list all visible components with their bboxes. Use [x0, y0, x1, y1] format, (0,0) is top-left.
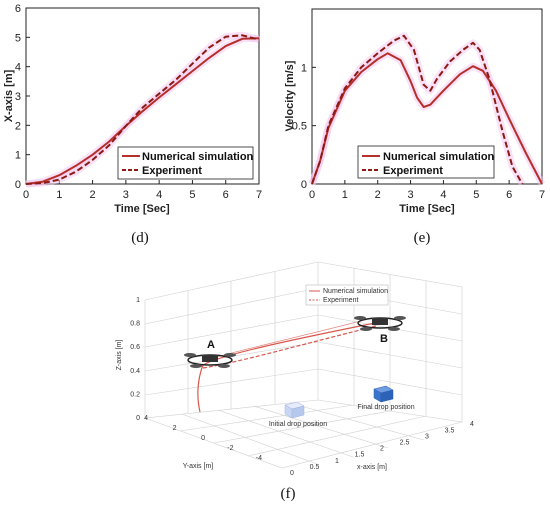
panel-f-ytick-label: -2: [227, 445, 233, 452]
panel-e-xtick-label: 7: [539, 189, 545, 201]
panel-e-xtick-label: 4: [440, 189, 446, 201]
panel-f-xtick-label: 4: [470, 421, 474, 428]
panel-d-xtick-label: 1: [56, 189, 62, 201]
panel-f-legend: Numerical simulation Experiment: [305, 284, 389, 306]
panel-d-xtick-label: 2: [90, 189, 96, 201]
panel-d-series-experiment: [25, 34, 260, 185]
panel-d-xtick-label: 7: [256, 189, 262, 201]
initial-drop-label: Initial drop position: [269, 421, 327, 428]
panel-f-ylabel: Y-axis [m]: [183, 463, 214, 470]
panel-d-ylabel: X-axis [m]: [3, 69, 15, 122]
panel-d-xtick-label: 5: [189, 189, 195, 201]
panel-d-series-simulation: [25, 37, 260, 185]
panel-e-xtick-label: 0: [309, 189, 315, 201]
panel-e-xtick-label: 2: [375, 189, 381, 201]
final-drop-box-icon: [373, 385, 394, 403]
panel-f-z-grid: [144, 287, 463, 325]
panel-f-back-walls: [144, 261, 463, 423]
initial-drop-box-icon: [284, 401, 305, 419]
panel-d-ytick-label: 2: [15, 120, 21, 132]
panel-e-legend-simulation: Numerical simulation: [383, 151, 495, 163]
panel-d-xtick-label: 6: [223, 189, 229, 201]
panel-e-xtick-label: 5: [473, 189, 479, 201]
panel-d-legend-simulation: Numerical simulation: [142, 151, 254, 163]
panel-d-ytick-label: 5: [15, 32, 21, 44]
panel-f-legend-experiment: Experiment: [323, 297, 358, 304]
panel-f-xlabel: x-axis [m]: [357, 464, 387, 471]
panel-e-series-simulation: [311, 52, 543, 185]
panel-d-position-chart: 0 1 2 3 4 5 6 0 1 2 3 4 5 6 7 X-axis [m] Time [Sec] N…: [3, 3, 262, 246]
panel-f-zlabel: Z-axis [m]: [116, 340, 123, 371]
panel-f-xtick-label: 1.5: [355, 452, 365, 459]
panel-f-legend-simulation: Numerical simulation: [323, 288, 388, 295]
panel-e-ytick-label: 0.5: [292, 121, 307, 133]
panel-f-legend-box: [305, 284, 389, 306]
panel-e-legend-box: [357, 145, 495, 179]
drone-a-icon: [184, 353, 236, 368]
panel-e-velocity-chart: 0 0.5 1 0 1 2 3 4 5 6 7 Velocity [m/s] Time [Sec]…: [284, 8, 546, 246]
panel-f-xtick-label: 3.5: [445, 427, 455, 434]
panel-f-ytick-label: 4: [144, 415, 148, 422]
panel-f-box-grid: [144, 261, 463, 469]
panel-e-xlabel: Time [Sec]: [399, 203, 455, 215]
panel-e-ytick-label: 1: [301, 62, 307, 74]
panel-f-ztick-label: 0.2: [130, 391, 140, 398]
panel-f-label: (f): [281, 486, 296, 502]
panel-e-series-experiment: [311, 34, 524, 185]
panel-d-ytick-label: 0: [15, 179, 21, 191]
panel-f-xtick-label: 0: [290, 470, 294, 477]
panel-f-ztick-label: 0.4: [130, 368, 140, 375]
panel-d-legend: Numerical simulation Experiment: [117, 146, 254, 180]
panel-d-ytick-label: 1: [15, 150, 21, 162]
panel-f-ztick-label: 1: [136, 297, 140, 304]
panel-d-xtick-label: 3: [123, 189, 129, 201]
panel-e-plot-frame: [311, 8, 543, 185]
panel-e-label: (e): [414, 230, 431, 246]
panel-d-legend-box: [117, 146, 254, 180]
panel-d-legend-experiment: Experiment: [142, 165, 202, 177]
panel-f-ztick-label: 0.6: [130, 344, 140, 351]
panel-e-ytick-label: 0: [301, 179, 307, 191]
panel-d-label: (d): [131, 230, 149, 246]
point-b-label: B: [380, 333, 388, 345]
panel-f-xtick-label: 0.5: [310, 464, 320, 471]
panel-f-ztick-label: 0: [136, 415, 140, 422]
panel-d-xtick-label: 4: [156, 189, 162, 201]
panel-e-legend-experiment: Experiment: [383, 165, 443, 177]
panel-d-xlabel: Time [Sec]: [114, 203, 170, 215]
panel-f-floor-front: [144, 417, 463, 469]
final-drop-label: Final drop position: [357, 404, 414, 411]
panel-f-ztick-label: 0.8: [130, 321, 140, 328]
panel-e-xtick-label: 3: [408, 189, 414, 201]
panel-e-ylabel: Velocity [m/s]: [284, 60, 296, 131]
panel-f-xtick-label: 3: [425, 433, 429, 440]
panel-e-xtick-label: 1: [342, 189, 348, 201]
panel-f-ytick-label: 2: [173, 425, 177, 432]
panel-f-ytick-label: -4: [256, 455, 262, 462]
panel-f-ytick-label: 0: [201, 435, 205, 442]
panel-d-xtick-label: 0: [23, 189, 29, 201]
panel-f-xtick-label: 2: [380, 446, 384, 453]
panel-e-xtick-label: 6: [506, 189, 512, 201]
panel-d-ytick-label: 6: [15, 3, 21, 15]
panel-d-ytick-label: 4: [15, 62, 21, 74]
panel-f-xtick-label: 1: [335, 458, 339, 465]
panel-f-trajectory-3d: A B Initial drop position Final drop pos…: [116, 261, 474, 502]
panel-f-xtick-label: 2.5: [400, 440, 410, 447]
panel-e-legend: Numerical simulation Experiment: [357, 145, 495, 179]
panel-d-ytick-label: 3: [15, 91, 21, 103]
point-a-label: A: [207, 339, 215, 351]
drone-b-icon: [354, 316, 406, 331]
